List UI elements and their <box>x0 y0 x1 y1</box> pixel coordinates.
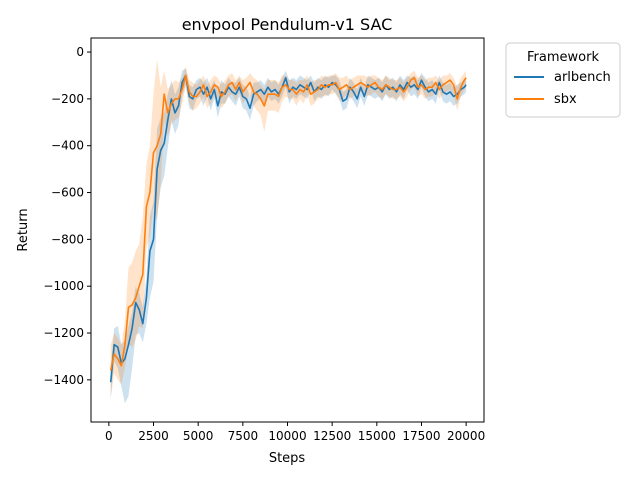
x-tick-label: 5000 <box>183 429 214 443</box>
legend-title: Framework <box>527 50 599 65</box>
plot-area <box>109 59 467 404</box>
y-tick-label: −1200 <box>43 326 84 340</box>
y-axis-label: Return <box>16 208 31 251</box>
x-axis-label: Steps <box>269 451 306 466</box>
line-sbx <box>109 74 467 371</box>
x-tick-label: 2500 <box>138 429 169 443</box>
y-tick-label: −1400 <box>43 373 84 387</box>
x-tick-label: 7500 <box>228 429 259 443</box>
x-tick-label: 10000 <box>268 429 306 443</box>
y-tick-label: −200 <box>51 92 84 106</box>
y-tick-label: −600 <box>51 186 84 200</box>
x-tick-label: 17500 <box>402 429 440 443</box>
band-sbx <box>110 59 467 399</box>
legend-label-sbx: sbx <box>554 92 577 107</box>
x-tick-label: 15000 <box>358 429 396 443</box>
legend-label-arlbench: arlbench <box>554 70 611 85</box>
chart-title: envpool Pendulum-v1 SAC <box>182 15 393 34</box>
legend: Framework arlbench sbx <box>505 42 621 118</box>
y-tick-label: −800 <box>51 232 84 246</box>
axes: 0 2500 5000 7500 10000 12500 15000 17500 20000 0 −… <box>43 37 485 443</box>
confidence-bands <box>110 59 467 404</box>
x-tick-label: 20000 <box>447 429 485 443</box>
y-tick-label: −400 <box>51 139 84 153</box>
y-tick-label: −1000 <box>43 279 84 293</box>
series-lines <box>109 74 467 383</box>
x-tick-label: 12500 <box>313 429 351 443</box>
y-tick-label: 0 <box>76 45 84 59</box>
x-tick-label: 0 <box>105 429 113 443</box>
